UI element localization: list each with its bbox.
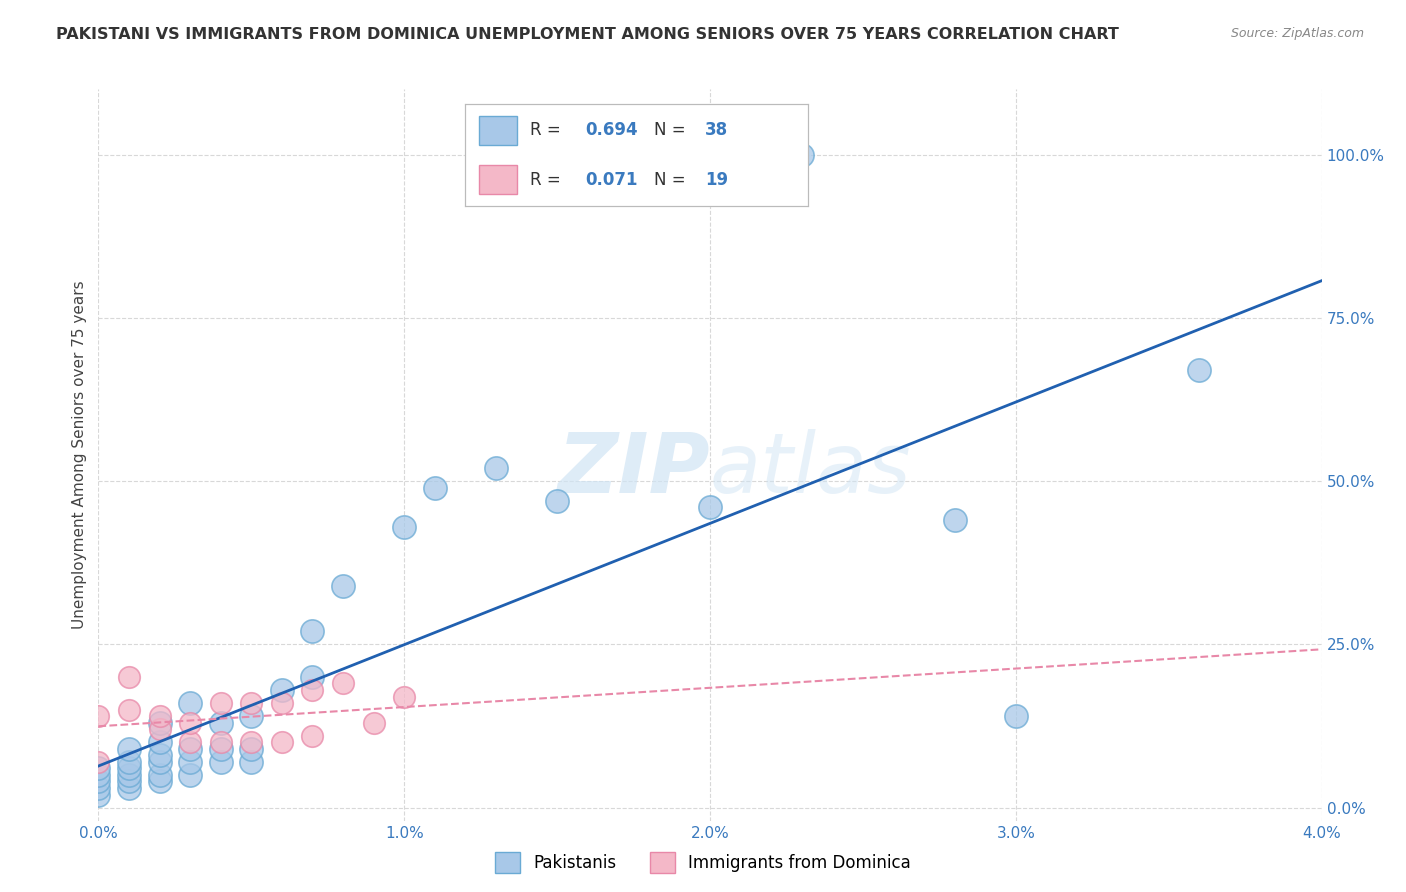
Point (149, 768, 172, 782)
Point (149, 774, 172, 789)
Point (332, 676, 354, 690)
Point (270, 735, 294, 749)
Point (149, 723, 172, 737)
Point (87, 755, 110, 769)
Point (87, 768, 110, 782)
Point (209, 755, 232, 769)
Point (87, 774, 110, 789)
Point (546, 493, 568, 508)
Point (943, 513, 966, 527)
Point (1004, 709, 1026, 723)
Point (118, 780, 141, 795)
Point (392, 520, 416, 534)
Point (423, 481, 446, 495)
Point (149, 715, 172, 730)
Point (485, 461, 508, 475)
Point (179, 715, 201, 730)
Point (118, 703, 141, 717)
Point (179, 735, 201, 749)
Point (301, 670, 323, 684)
Legend: Pakistanis, Immigrants from Dominica: Pakistanis, Immigrants from Dominica (488, 846, 918, 880)
Point (699, 500, 721, 515)
Point (87, 788, 110, 802)
Point (240, 696, 263, 710)
Point (209, 741, 232, 756)
Text: atlas: atlas (710, 429, 911, 510)
Point (118, 670, 141, 684)
Point (179, 696, 201, 710)
Point (301, 683, 323, 698)
Point (270, 696, 294, 710)
Point (118, 741, 141, 756)
Point (270, 683, 294, 698)
Point (363, 715, 385, 730)
Point (240, 709, 263, 723)
Point (179, 741, 201, 756)
Point (179, 755, 201, 769)
Point (118, 774, 141, 789)
Point (301, 729, 323, 743)
Point (149, 755, 172, 769)
Point (149, 709, 172, 723)
Point (301, 624, 323, 639)
Point (118, 768, 141, 782)
Point (332, 578, 354, 592)
Point (179, 768, 201, 782)
Point (87, 709, 110, 723)
Point (240, 755, 263, 769)
Text: Source: ZipAtlas.com: Source: ZipAtlas.com (1230, 27, 1364, 40)
Point (240, 741, 263, 756)
Point (87, 780, 110, 795)
Text: PAKISTANI VS IMMIGRANTS FROM DOMINICA UNEMPLOYMENT AMONG SENIORS OVER 75 YEARS C: PAKISTANI VS IMMIGRANTS FROM DOMINICA UN… (56, 27, 1119, 42)
Text: ZIP: ZIP (557, 429, 710, 510)
Point (1188, 363, 1211, 377)
Point (240, 735, 263, 749)
Point (209, 715, 232, 730)
Point (118, 755, 141, 769)
Point (392, 690, 416, 704)
Point (209, 696, 232, 710)
Point (87, 761, 110, 775)
Point (790, 147, 813, 161)
Point (209, 735, 232, 749)
Y-axis label: Unemployment Among Seniors over 75 years: Unemployment Among Seniors over 75 years (72, 281, 87, 629)
Point (118, 761, 141, 775)
Point (149, 735, 172, 749)
Point (149, 748, 172, 763)
